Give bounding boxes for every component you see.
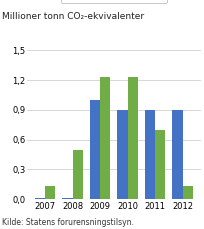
Bar [34,198,45,199]
Bar [127,77,137,199]
Bar [72,150,83,199]
Bar [100,77,110,199]
Bar [116,110,127,199]
Legend: Mongstad, Kårstø: Mongstad, Kårstø [60,0,166,3]
Text: Kilde: Statens forurensningstilsyn.: Kilde: Statens forurensningstilsyn. [2,218,133,227]
Bar [45,186,55,199]
Bar [144,110,154,199]
Bar [62,198,72,199]
Bar [182,186,192,199]
Bar [89,100,100,199]
Bar [171,110,182,199]
Bar [154,130,165,199]
Text: Millioner tonn CO₂-ekvivalenter: Millioner tonn CO₂-ekvivalenter [2,12,143,21]
